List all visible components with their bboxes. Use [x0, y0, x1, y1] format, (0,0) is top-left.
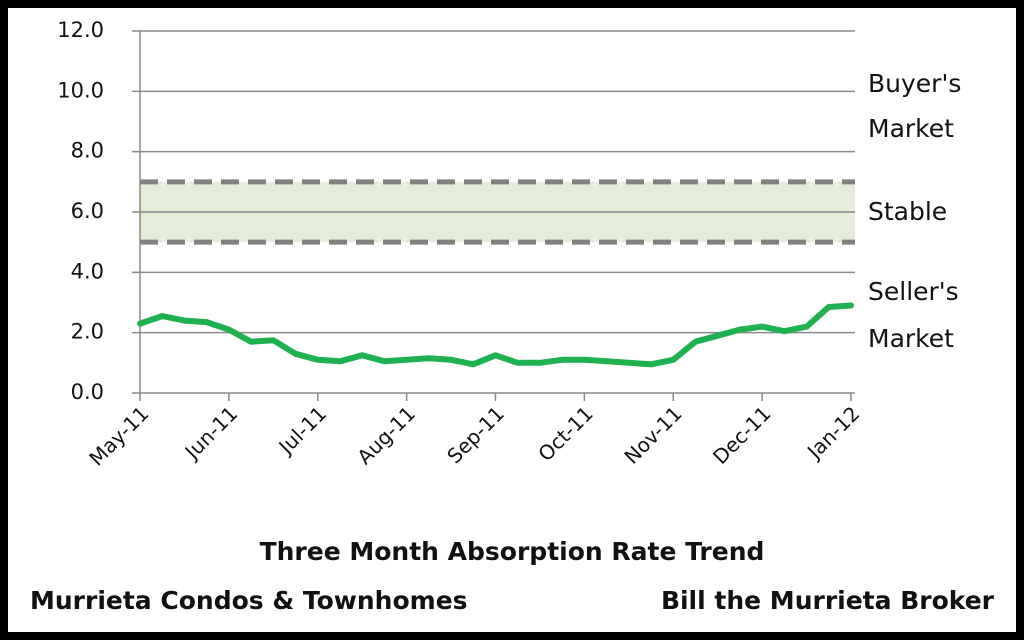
y-tick-label: 10.0 — [57, 78, 104, 102]
y-tick-label: 12.0 — [57, 18, 104, 42]
zone-label: Seller's — [868, 277, 959, 306]
y-tick-label: 8.0 — [71, 139, 104, 163]
zone-label: Market — [868, 324, 954, 353]
chart-title: Three Month Absorption Rate Trend — [260, 537, 765, 566]
y-tick-label: 6.0 — [71, 199, 104, 223]
data-line — [137, 302, 854, 368]
y-tick-label: 0.0 — [71, 380, 104, 404]
subtitle-right: Bill the Murrieta Broker — [661, 586, 995, 615]
y-tick-label: 2.0 — [71, 320, 104, 344]
zone-label: Market — [868, 114, 954, 143]
y-tick-label: 4.0 — [71, 259, 104, 283]
zone-label: Buyer's — [868, 69, 961, 98]
zone-label: Stable — [868, 197, 947, 226]
subtitle-left: Murrieta Condos & Townhomes — [30, 586, 468, 615]
